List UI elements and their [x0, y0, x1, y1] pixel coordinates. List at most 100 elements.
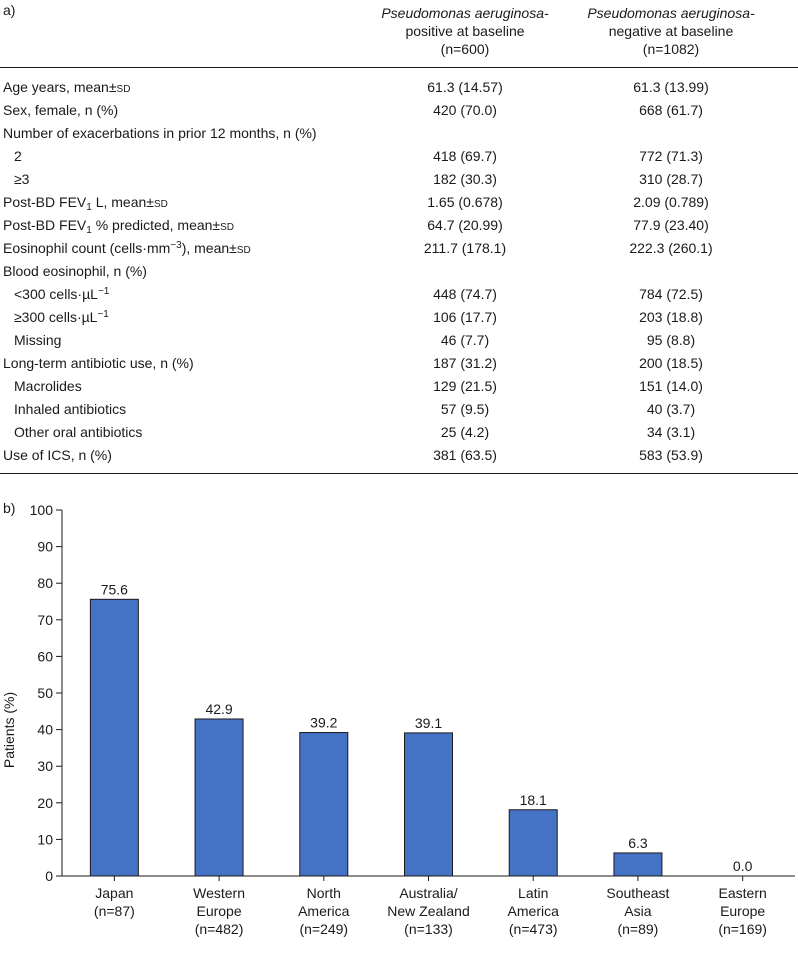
bar-value-label: 18.1 — [520, 792, 547, 808]
y-tick-label: 70 — [37, 612, 53, 628]
row-value-positive: 418 (69.7) — [433, 148, 497, 164]
y-tick-label: 90 — [37, 539, 53, 555]
col1-header: Pseudomonas aeruginosa- positive at base… — [350, 4, 580, 58]
row-value-positive: 381 (63.5) — [433, 447, 497, 463]
y-tick-label: 60 — [37, 648, 53, 664]
y-tick-label: 10 — [37, 831, 53, 847]
table-top-rule — [0, 67, 798, 68]
x-tick-label: (n=87) — [94, 903, 135, 919]
row-label: Missing — [14, 332, 62, 348]
row-value-positive: 129 (21.5) — [433, 378, 497, 394]
row-value-positive: 448 (74.7) — [433, 286, 497, 302]
row-value-negative: 583 (53.9) — [639, 447, 703, 463]
row-value-negative: 40 (3.7) — [646, 401, 696, 417]
table-row: Blood eosinophil, n (%) — [0, 260, 798, 283]
bar — [194, 718, 244, 877]
table-row: Eosinophil count (cells·mm−3), mean±SD 2… — [0, 237, 798, 260]
row-label: ≥300 cells·µL−1 — [14, 309, 109, 325]
table-row: Inhaled antibiotics 57 (9.5) 40 (3.7) — [0, 398, 798, 421]
row-value-negative: 2.09 (0.789) — [633, 194, 709, 210]
row-value-negative: 784 (72.5) — [639, 286, 703, 302]
x-tick-label: New Zealand — [387, 903, 470, 919]
bar-value-label: 0.0 — [733, 858, 753, 874]
table-row: Other oral antibiotics 25 (4.2) 34 (3.1) — [0, 421, 798, 444]
x-tick-label: Europe — [720, 903, 765, 919]
row-value-negative: 61.3 (13.99) — [633, 79, 709, 95]
x-tick-label: (n=473) — [509, 921, 558, 937]
y-axis-label: Patients (%) — [1, 692, 17, 768]
y-tick-label: 20 — [37, 795, 53, 811]
row-label: Long-term antibiotic use, n (%) — [3, 355, 194, 371]
row-label: Blood eosinophil, n (%) — [3, 263, 147, 279]
row-label: 2 — [14, 148, 22, 164]
row-value-negative: 200 (18.5) — [639, 355, 703, 371]
row-value-positive: 64.7 (20.99) — [427, 217, 503, 233]
x-tick-label: (n=89) — [617, 921, 658, 937]
panel-a-label: a) — [3, 2, 16, 18]
x-tick-label: Asia — [624, 903, 651, 919]
row-label: <300 cells·µL−1 — [14, 286, 110, 302]
col1-n: (n=600) — [440, 41, 490, 57]
x-axis: Japan (n=87) Western Europe (n=482) North Amer… — [62, 875, 795, 937]
col1-title-italic: Pseudomonas aeruginosa- — [381, 5, 549, 21]
row-value-negative: 772 (71.3) — [639, 148, 703, 164]
table-row: Post-BD FEV1 % predicted, mean±SD 64.7 (… — [0, 214, 798, 237]
bar-chart: 0 10 20 30 40 50 60 70 80 90 100 75.6 42.9 39.2 39.1 1… — [1, 502, 795, 937]
x-tick-label: America — [508, 903, 560, 919]
y-tick-label: 100 — [30, 502, 54, 518]
col1-title-line2: positive at baseline — [405, 23, 525, 39]
row-label: Post-BD FEV1 L, mean±SD — [3, 194, 168, 213]
row-value-positive: 420 (70.0) — [433, 102, 497, 118]
table-row: ≥3 182 (30.3) 310 (28.7) — [0, 168, 798, 191]
row-label: Sex, female, n (%) — [3, 102, 119, 118]
table-row: 2 418 (69.7) 772 (71.3) — [0, 145, 798, 168]
row-label: Number of exacerbations in prior 12 mont… — [3, 125, 317, 141]
bar-value-label: 39.1 — [415, 715, 442, 731]
row-value-negative: 222.3 (260.1) — [629, 240, 713, 256]
row-label: Macrolides — [14, 378, 82, 394]
row-value-positive: 57 (9.5) — [440, 401, 490, 417]
x-tick-label: Japan — [95, 885, 133, 901]
table-row: Post-BD FEV1 L, mean±SD 1.65 (0.678) 2.0… — [0, 191, 798, 214]
row-label: Eosinophil count (cells·mm−3), mean±SD — [3, 240, 251, 256]
row-value-negative: 34 (3.1) — [646, 424, 696, 440]
x-tick-label: Latin — [518, 885, 548, 901]
row-label: ≥3 — [14, 171, 30, 187]
row-label: Post-BD FEV1 % predicted, mean±SD — [3, 217, 235, 236]
x-tick-label: (n=133) — [404, 921, 453, 937]
x-tick-label: North — [307, 885, 341, 901]
bar-value-label: 6.3 — [628, 835, 648, 851]
y-tick-label: 50 — [37, 685, 53, 701]
row-label: Inhaled antibiotics — [14, 401, 127, 417]
col2-n: (n=1082) — [642, 41, 700, 57]
row-value-negative: 310 (28.7) — [639, 171, 703, 187]
x-tick-label: Australia/ — [399, 885, 457, 901]
row-value-positive: 25 (4.2) — [440, 424, 490, 440]
bar — [404, 732, 453, 877]
bar — [508, 809, 558, 877]
x-tick-label: (n=249) — [299, 921, 348, 937]
table-row: <300 cells·µL−1 448 (74.7) 784 (72.5) — [0, 283, 798, 306]
col2-header: Pseudomonas aeruginosa- negative at base… — [556, 4, 786, 58]
row-label: Other oral antibiotics — [14, 424, 143, 440]
bar — [299, 732, 349, 877]
col2-title-line2: negative at baseline — [608, 23, 734, 39]
row-value-positive: 1.65 (0.678) — [427, 194, 503, 210]
row-value-positive: 187 (31.2) — [433, 355, 497, 371]
bar-value-label: 75.6 — [101, 581, 128, 597]
x-tick-label: (n=482) — [195, 921, 244, 937]
row-value-positive: 46 (7.7) — [440, 332, 490, 348]
row-value-negative: 203 (18.8) — [639, 309, 703, 325]
row-label: Age years, mean±SD — [3, 79, 131, 95]
col2-title-italic: Pseudomonas aeruginosa- — [587, 5, 755, 21]
y-tick-label: 80 — [37, 575, 53, 591]
table-row: Number of exacerbations in prior 12 mont… — [0, 122, 798, 145]
row-value-negative: 95 (8.8) — [646, 332, 696, 348]
y-axis: 0 10 20 30 40 50 60 70 80 90 100 — [30, 502, 63, 884]
bar — [89, 598, 139, 877]
table-row: Long-term antibiotic use, n (%) 187 (31.… — [0, 352, 798, 375]
bars: 75.6 42.9 39.2 39.1 18.1 6.3 0.0 — [89, 581, 753, 877]
y-tick-label: 40 — [37, 722, 53, 738]
row-value-negative: 151 (14.0) — [639, 378, 703, 394]
x-tick-label: America — [298, 903, 350, 919]
